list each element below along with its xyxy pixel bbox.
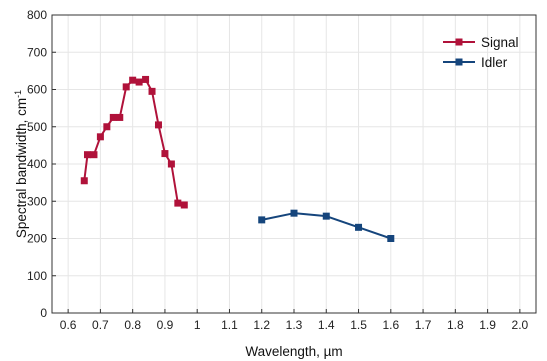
data-point-signal [142,75,150,83]
x-tick-label: 1 [194,318,201,332]
x-tick-label: 1.3 [286,318,303,332]
x-tick-label: 0.8 [124,318,141,332]
x-tick-label: 1.1 [221,318,238,332]
y-axis-label-superscript: -1 [13,90,23,98]
data-point-signal [174,199,182,207]
data-point-signal [96,133,104,141]
data-point-signal [80,177,88,185]
data-point-idler [387,235,395,242]
axis-ticks: 0.6 0.7 0.8 0.9 1 1.1 1.2 1.3 1.4 1.5 1.6 1.7 1.8 1.9… [27,8,529,332]
data-point-signal [83,151,91,159]
legend-marker-signal [455,38,463,46]
legend-label-idler: Idler [481,55,508,70]
data-point-signal [129,76,137,84]
y-tick-label: 400 [27,157,47,171]
x-tick-label: 1.4 [318,318,335,332]
data-point-idler [322,212,330,220]
y-tick-label: 300 [27,194,47,208]
y-tick-label: 200 [27,232,47,246]
y-axis-label-text: Spectral bandwidth, cm [14,98,29,238]
x-tick-label: 0.7 [92,318,109,332]
y-axis-label: Spectral bandwidth, cm-1 [13,90,29,238]
x-tick-label: 2.0 [512,318,529,332]
y-tick-label: 800 [27,8,47,22]
x-axis-label: Wavelength, µm [245,344,342,359]
x-tick-label: 0.9 [157,318,174,332]
data-point-signal [167,160,175,168]
data-point-signal [161,150,169,158]
grid [52,14,536,314]
data-point-signal [103,123,111,131]
y-tick-label: 700 [27,45,47,59]
x-tick-label: 1.2 [253,318,270,332]
y-tick-label: 500 [27,120,47,134]
series-line-signal [83,78,185,206]
series-layer [80,75,395,242]
y-tick-label: 0 [40,306,47,320]
x-tick-label: 1.6 [382,318,399,332]
y-tick-label: 600 [27,83,47,97]
y-tick-label: 100 [27,269,47,283]
legend: Signal Idler [443,35,519,70]
data-point-signal [122,83,130,91]
legend-label-signal: Signal [481,35,519,50]
x-tick-label: 1.8 [447,318,464,332]
data-point-idler [355,223,363,231]
x-tick-label: 1.7 [415,318,432,332]
data-point-idler [258,216,266,224]
data-point-signal [90,151,98,159]
data-point-signal [116,113,124,121]
x-tick-label: 1.5 [350,318,367,332]
data-point-signal [148,87,156,95]
data-point-signal [135,78,143,86]
data-point-idler [290,209,298,217]
x-tick-label: 0.6 [60,318,77,332]
legend-marker-idler [455,58,463,66]
data-point-signal [154,121,162,129]
data-point-signal [109,113,117,121]
x-tick-label: 1.9 [479,318,496,332]
data-point-signal [180,201,188,209]
